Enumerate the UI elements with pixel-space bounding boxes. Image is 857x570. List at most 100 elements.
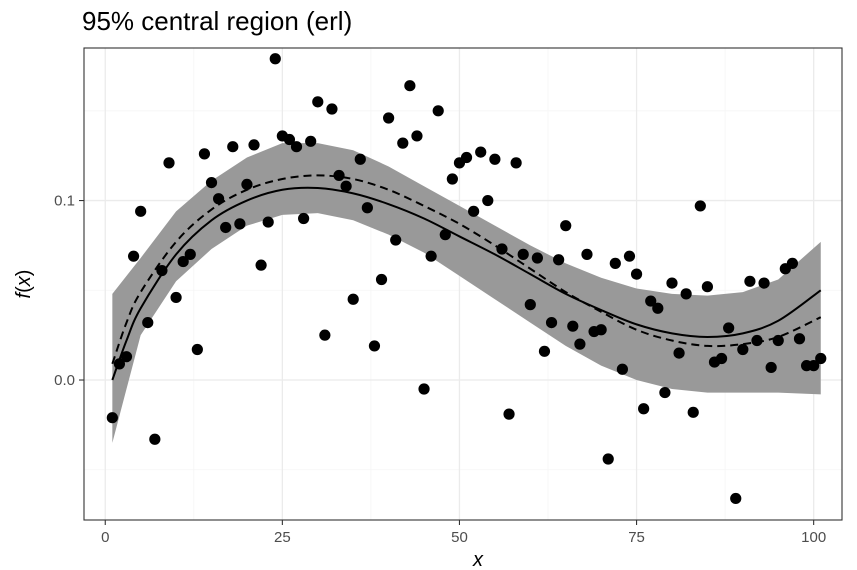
data-point <box>120 351 133 363</box>
y-tick-label: 0.0 <box>54 372 75 389</box>
data-point <box>553 254 565 266</box>
data-point <box>361 202 373 214</box>
data-point <box>170 291 182 304</box>
data-point <box>106 412 118 424</box>
data-point <box>602 453 614 465</box>
data-point <box>680 288 692 300</box>
data-point <box>149 433 161 445</box>
data-point <box>517 248 529 260</box>
data-point <box>184 248 196 260</box>
data-point <box>262 216 274 228</box>
data-point <box>475 146 487 158</box>
data-point <box>616 363 628 375</box>
data-point <box>269 53 281 65</box>
data-point <box>687 406 699 418</box>
minor-gridlines <box>84 48 842 520</box>
data-point <box>560 220 572 232</box>
data-point <box>326 103 338 115</box>
data-point <box>793 333 806 345</box>
data-point <box>737 343 749 356</box>
y-axis-label-close-paren: ) <box>13 270 35 277</box>
data-point <box>347 293 359 305</box>
data-point <box>198 148 211 160</box>
data-point <box>283 133 296 146</box>
data-point <box>489 153 501 165</box>
y-axis-label-open-paren: ( <box>13 286 35 293</box>
data-point <box>127 250 140 262</box>
data-point <box>772 334 784 347</box>
plot-panel <box>84 48 842 520</box>
data-point <box>567 320 579 332</box>
data-point <box>652 302 664 314</box>
data-point <box>666 277 678 289</box>
central-region-band <box>112 143 821 443</box>
data-point <box>723 322 735 334</box>
data-point <box>298 212 310 225</box>
plot-panel-border <box>83 47 843 521</box>
data-point <box>333 169 345 182</box>
data-point <box>248 139 260 151</box>
data-point <box>383 112 395 124</box>
data-point <box>638 403 650 415</box>
data-point <box>220 221 232 234</box>
data-point <box>630 268 643 280</box>
data-point <box>305 135 317 147</box>
data-point <box>213 193 225 205</box>
data-point <box>744 275 756 287</box>
y-axis-label-variable: x <box>13 275 35 287</box>
data-point <box>290 141 303 153</box>
x-tick-label: 25 <box>274 529 291 546</box>
data-point <box>531 252 543 264</box>
data-point <box>765 361 777 374</box>
solid-fit-line <box>111 186 822 381</box>
data-point <box>319 329 331 341</box>
data-point <box>545 316 558 329</box>
y-axis-label-function: f <box>13 290 35 298</box>
y-axis-label: f(x) <box>13 270 35 299</box>
data-point <box>446 173 458 185</box>
data-point <box>751 334 763 347</box>
data-point <box>815 352 827 365</box>
data-point <box>163 157 175 169</box>
data-point <box>411 130 423 142</box>
x-axis-label: x <box>472 549 484 570</box>
data-point <box>227 141 239 153</box>
data-point <box>496 243 508 255</box>
data-point <box>595 324 607 336</box>
data-points-layer <box>106 53 827 505</box>
fit-lines-layer <box>111 174 822 381</box>
data-point <box>673 347 685 359</box>
chart-title: 95% central region (erl) <box>82 6 352 36</box>
data-point <box>730 492 742 505</box>
data-point <box>404 80 416 92</box>
dashed-fit-line <box>111 174 822 365</box>
data-point <box>694 200 706 212</box>
confidence-band-layer <box>112 143 821 443</box>
data-point <box>623 250 636 262</box>
data-point <box>234 218 246 230</box>
data-point <box>156 264 168 277</box>
data-point <box>113 358 126 370</box>
data-point <box>425 250 437 262</box>
data-point <box>397 137 409 149</box>
data-point <box>468 205 480 217</box>
data-point <box>191 343 203 356</box>
data-point <box>439 229 451 241</box>
data-point <box>510 157 522 169</box>
data-point <box>390 234 402 246</box>
y-tick-label: 0.1 <box>54 193 75 210</box>
x-tick-label: 50 <box>451 529 468 546</box>
data-point <box>354 153 366 165</box>
x-tick-label: 75 <box>628 529 645 546</box>
data-point <box>460 151 473 164</box>
data-point <box>758 277 770 289</box>
data-point <box>375 273 388 286</box>
x-tick-label: 100 <box>801 529 826 546</box>
data-point <box>142 316 154 329</box>
data-point <box>205 177 218 189</box>
data-point <box>418 383 430 395</box>
x-tick-label: 0 <box>101 529 109 546</box>
data-point <box>538 345 551 357</box>
